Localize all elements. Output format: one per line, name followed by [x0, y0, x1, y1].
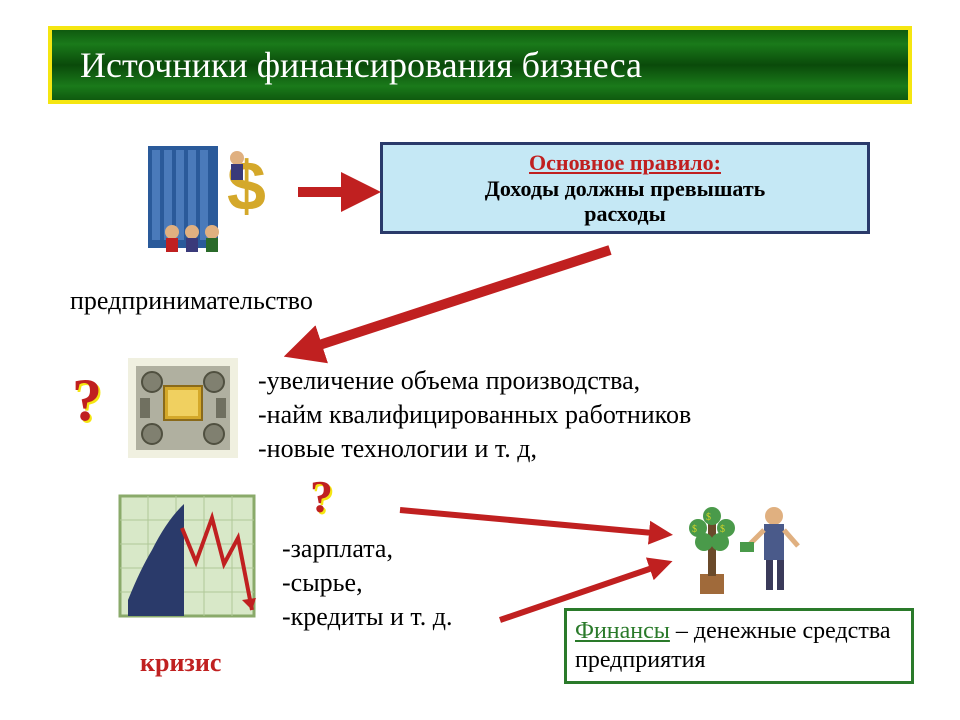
expense-item-2: -сырье, [282, 566, 453, 600]
expense-item-3: -кредиты и т. д. [282, 600, 453, 634]
question-mark-2: ? [310, 470, 333, 523]
rule-box: Основное правило: Доходы должны превышат… [380, 142, 870, 234]
growth-item-3: -новые технологии и т. д, [258, 432, 691, 466]
crisis-chart-icon [112, 490, 262, 634]
page-title: Источники финансирования бизнеса [80, 44, 642, 86]
growth-item-1: -увеличение объема производства, [258, 364, 691, 398]
svg-text:$: $ [706, 512, 711, 523]
machinery-icon [128, 358, 238, 458]
business-dollar-icon: $ [142, 140, 270, 254]
rule-line1: Доходы должны превышать [485, 176, 766, 201]
svg-text:$: $ [720, 524, 725, 535]
question-mark-1: ? [72, 366, 102, 435]
entrepreneur-label: предпринимательство [70, 286, 313, 316]
money-tree-icon: $ $ $ [680, 494, 810, 604]
finance-term: Финансы [575, 618, 670, 644]
finance-text: Финансы – денежные средства предприятия [575, 617, 903, 675]
title-bar: Источники финансирования бизнеса [48, 26, 912, 104]
rule-line2: расходы [584, 201, 666, 226]
rule-heading: Основное правило: [529, 150, 721, 176]
growth-list: -увеличение объема производства, -найм к… [258, 364, 691, 465]
expense-item-1: -зарплата, [282, 532, 453, 566]
svg-text:$: $ [692, 524, 697, 535]
growth-item-2: -найм квалифицированных работников [258, 398, 691, 432]
crisis-label: кризис [140, 648, 221, 678]
expense-list: -зарплата, -сырье, -кредиты и т. д. [282, 532, 453, 633]
finance-definition-box: Финансы – денежные средства предприятия [564, 608, 914, 684]
